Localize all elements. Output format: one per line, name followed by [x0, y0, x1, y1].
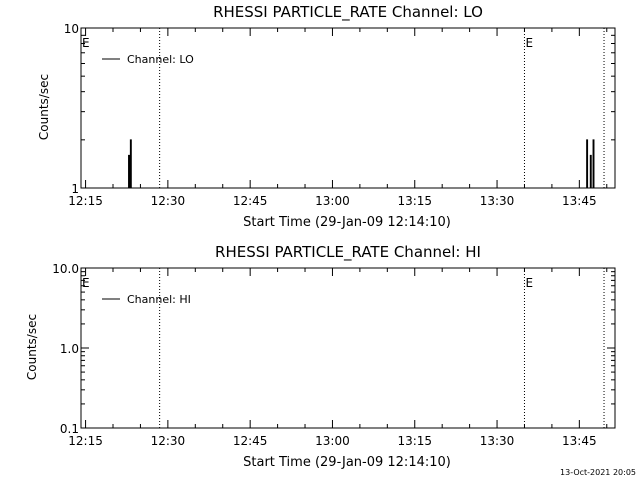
legend-label: Channel: HI [127, 293, 191, 306]
y-tick-label: 10.0 [52, 262, 79, 276]
x-tick-label: 13:30 [480, 194, 515, 208]
x-tick-label: 13:45 [562, 194, 597, 208]
panel-hi-channel: RHESSI PARTICLE_RATE Channel: HI Start T… [25, 243, 616, 470]
event-marker-label: E [82, 36, 90, 50]
plot-frame [80, 27, 616, 189]
plot-area: 12:15 12:30 12:45 13:00 13:15 13:30 13:45 0.1 1.… [52, 262, 616, 448]
x-tick-label: 13:15 [397, 434, 432, 448]
event-marker-label: E [525, 276, 533, 290]
x-tick-label: 12:30 [151, 434, 186, 448]
x-tick-label: 12:15 [68, 194, 103, 208]
x-tick-label: 12:45 [233, 434, 268, 448]
y-axis-label: Counts/sec [37, 74, 51, 140]
event-marker-label: E [82, 276, 90, 290]
x-tick-label: 12:15 [68, 434, 103, 448]
x-tick-label: 13:00 [315, 434, 350, 448]
y-tick-label: 1 [71, 182, 79, 196]
chart-title: RHESSI PARTICLE_RATE Channel: LO [213, 3, 483, 22]
x-tick-label: 13:00 [315, 194, 350, 208]
y-axis-label: Counts/sec [25, 314, 39, 380]
y-tick-label: 1.0 [60, 342, 79, 356]
x-axis-label: Start Time (29-Jan-09 12:14:10) [243, 215, 451, 230]
x-tick-label: 12:45 [233, 194, 268, 208]
panel-lo-channel: RHESSI PARTICLE_RATE Channel: LO Start T… [37, 3, 616, 230]
footer-timestamp: 13-Oct-2021 20:05 [560, 468, 636, 477]
x-tick-label: 13:45 [562, 434, 597, 448]
chart-title: RHESSI PARTICLE_RATE Channel: HI [215, 243, 481, 262]
x-axis-label: Start Time (29-Jan-09 12:14:10) [243, 455, 451, 470]
x-tick-label: 13:15 [397, 194, 432, 208]
x-tick-label: 13:30 [480, 434, 515, 448]
plot-frame [80, 267, 616, 429]
series-line [127, 139, 595, 189]
y-tick-label: 0.1 [60, 422, 79, 436]
x-tick-label: 12:30 [151, 194, 186, 208]
legend-label: Channel: LO [127, 53, 194, 66]
y-tick-label: 10 [64, 22, 79, 36]
event-marker-label: E [525, 36, 533, 50]
